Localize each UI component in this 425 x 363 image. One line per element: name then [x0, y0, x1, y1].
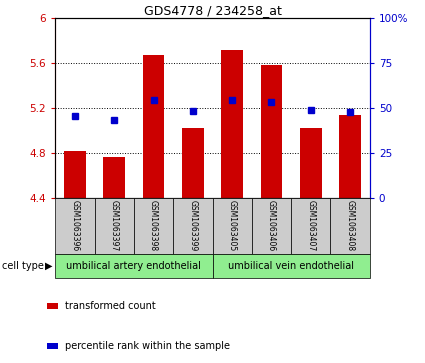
- Bar: [47, 343, 58, 349]
- Bar: [252, 198, 291, 254]
- Text: transformed count: transformed count: [65, 301, 155, 311]
- Bar: [55, 254, 212, 278]
- Title: GDS4778 / 234258_at: GDS4778 / 234258_at: [144, 4, 281, 17]
- Bar: [173, 198, 212, 254]
- Text: GSM1063406: GSM1063406: [267, 200, 276, 252]
- Bar: [212, 198, 252, 254]
- Bar: [55, 198, 94, 254]
- Bar: [331, 198, 370, 254]
- Text: umbilical vein endothelial: umbilical vein endothelial: [228, 261, 354, 271]
- Text: GSM1063407: GSM1063407: [306, 200, 315, 252]
- Text: umbilical artery endothelial: umbilical artery endothelial: [66, 261, 201, 271]
- Bar: [261, 65, 282, 198]
- Text: cell type: cell type: [2, 261, 44, 271]
- Bar: [143, 55, 164, 198]
- Bar: [339, 115, 361, 198]
- Text: GSM1063396: GSM1063396: [71, 200, 79, 252]
- Bar: [64, 151, 86, 198]
- Text: GSM1063405: GSM1063405: [228, 200, 237, 252]
- Bar: [212, 254, 370, 278]
- Text: ▶: ▶: [45, 261, 52, 271]
- Bar: [182, 128, 204, 198]
- Bar: [291, 198, 331, 254]
- Text: GSM1063408: GSM1063408: [346, 200, 354, 252]
- Bar: [134, 198, 173, 254]
- Text: percentile rank within the sample: percentile rank within the sample: [65, 341, 230, 351]
- Text: GSM1063399: GSM1063399: [188, 200, 197, 252]
- Bar: [94, 198, 134, 254]
- Bar: [221, 50, 243, 198]
- Bar: [47, 303, 58, 309]
- Bar: [103, 158, 125, 198]
- Text: GSM1063398: GSM1063398: [149, 200, 158, 252]
- Text: GSM1063397: GSM1063397: [110, 200, 119, 252]
- Bar: [300, 128, 322, 198]
